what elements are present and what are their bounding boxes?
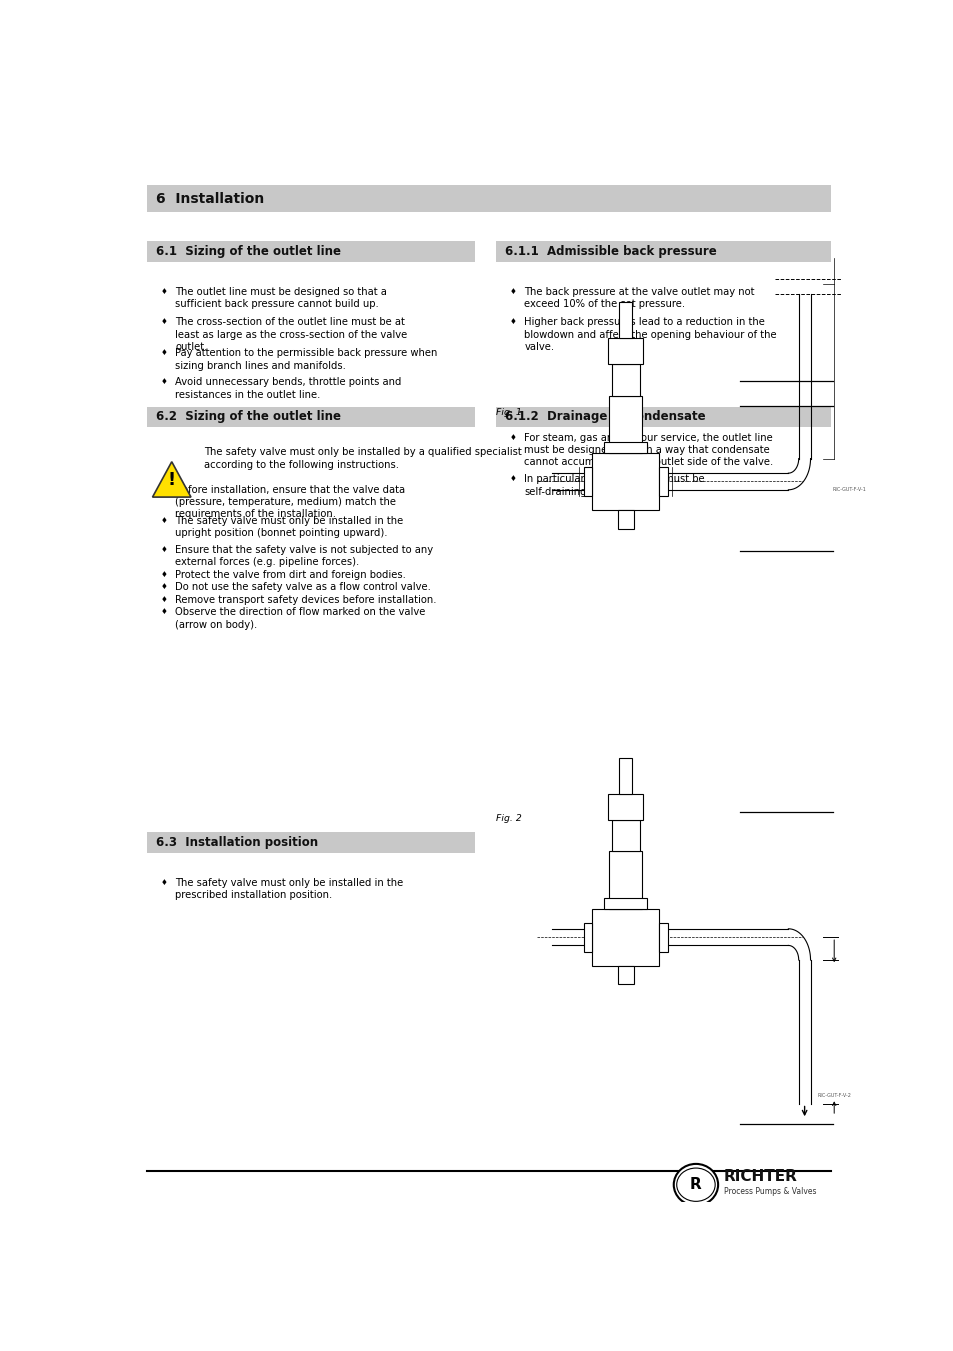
Bar: [147, 832, 475, 852]
Text: 6.1  Sizing of the outlet line: 6.1 Sizing of the outlet line: [156, 245, 341, 258]
Text: The back pressure at the valve outlet may not
exceed 10% of the set pressure.: The back pressure at the valve outlet ma…: [524, 286, 754, 309]
Text: ♦: ♦: [509, 474, 516, 484]
Bar: [618, 303, 632, 339]
Text: RICHTER: RICHTER: [723, 1169, 797, 1183]
Bar: [617, 511, 633, 528]
Text: Observe the direction of flow marked on the valve
(arrow on body).: Observe the direction of flow marked on …: [175, 608, 425, 630]
Text: ♦: ♦: [160, 582, 168, 592]
Bar: [147, 185, 830, 212]
Text: 6.1.1  Admissible back pressure: 6.1.1 Admissible back pressure: [505, 245, 717, 258]
Text: For steam, gas and vapour service, the outlet line
must be designed in such a wa: For steam, gas and vapour service, the o…: [524, 432, 773, 467]
Text: ♦: ♦: [160, 544, 168, 554]
Text: Ensure that the safety valve is not subjected to any
external forces (e.g. pipel: Ensure that the safety valve is not subj…: [175, 544, 433, 567]
Ellipse shape: [676, 1169, 715, 1201]
Bar: [617, 966, 633, 985]
Bar: [659, 467, 667, 496]
Text: Remove transport safety devices before installation.: Remove transport safety devices before i…: [175, 594, 436, 605]
Bar: [608, 851, 641, 908]
Text: Fig. 2: Fig. 2: [496, 815, 521, 823]
Text: The safety valve must only be installed in the
upright position (bonnet pointing: The safety valve must only be installed …: [175, 516, 403, 538]
Bar: [603, 443, 646, 453]
Text: Process Pumps & Valves: Process Pumps & Valves: [723, 1188, 816, 1197]
Text: 6  Installation: 6 Installation: [156, 192, 264, 205]
Bar: [611, 820, 639, 851]
Text: ♦: ♦: [160, 377, 168, 386]
Text: ♦: ♦: [509, 432, 516, 442]
Text: 6.3  Installation position: 6.3 Installation position: [156, 836, 318, 848]
Text: The outlet line must be designed so that a
sufficient back pressure cannot build: The outlet line must be designed so that…: [175, 286, 387, 309]
Bar: [496, 242, 830, 262]
Text: The safety valve must only be installed in the
prescribed installation position.: The safety valve must only be installed …: [175, 878, 403, 900]
Text: Avoid unnecessary bends, throttle points and
resistances in the outlet line.: Avoid unnecessary bends, throttle points…: [175, 377, 401, 400]
Polygon shape: [152, 462, 191, 497]
Bar: [147, 407, 475, 427]
Text: ♦: ♦: [160, 594, 168, 604]
Bar: [659, 923, 667, 951]
Text: Pay attention to the permissible back pressure when
sizing branch lines and mani: Pay attention to the permissible back pr…: [175, 349, 437, 370]
Text: Before installation, ensure that the valve data
(pressure, temperature, medium) : Before installation, ensure that the val…: [175, 485, 405, 519]
Text: Do not use the safety valve as a flow control valve.: Do not use the safety valve as a flow co…: [175, 582, 431, 592]
Text: ♦: ♦: [160, 485, 168, 493]
Bar: [603, 898, 646, 908]
Text: R: R: [689, 1177, 701, 1192]
Text: ♦: ♦: [160, 317, 168, 326]
Text: The safety valve must only be installed by a qualified specialist
according to t: The safety valve must only be installed …: [204, 447, 521, 470]
Text: ♦: ♦: [160, 286, 168, 296]
Text: ♦: ♦: [160, 349, 168, 357]
Bar: [147, 242, 475, 262]
Bar: [496, 407, 830, 427]
Text: ♦: ♦: [160, 608, 168, 616]
Bar: [607, 794, 642, 820]
Bar: [583, 923, 592, 951]
Text: 6.1.2  Drainage of condensate: 6.1.2 Drainage of condensate: [505, 411, 705, 423]
Text: RIC-GUT-F-V-1: RIC-GUT-F-V-1: [832, 486, 865, 492]
Text: ♦: ♦: [160, 878, 168, 886]
Text: RIC-GUT-F-V-2: RIC-GUT-F-V-2: [817, 1093, 851, 1098]
Text: ♦: ♦: [509, 317, 516, 326]
Ellipse shape: [673, 1165, 718, 1205]
Bar: [592, 908, 659, 966]
Text: 6.2  Sizing of the outlet line: 6.2 Sizing of the outlet line: [156, 411, 341, 423]
Text: ♦: ♦: [160, 516, 168, 524]
Text: Fig. 1: Fig. 1: [496, 408, 521, 416]
Text: In particular, the outlet line must be
self-draining.: In particular, the outlet line must be s…: [524, 474, 704, 497]
Text: Higher back pressures lead to a reduction in the
blowdown and affect the opening: Higher back pressures lead to a reductio…: [524, 317, 777, 351]
Text: ♦: ♦: [160, 570, 168, 580]
Bar: [611, 365, 639, 396]
Text: Protect the valve from dirt and foreign bodies.: Protect the valve from dirt and foreign …: [175, 570, 406, 580]
Text: ♦: ♦: [509, 286, 516, 296]
Bar: [608, 396, 641, 453]
Text: The cross-section of the outlet line must be at
least as large as the cross-sect: The cross-section of the outlet line mus…: [175, 317, 407, 351]
Bar: [618, 758, 632, 794]
Bar: [607, 339, 642, 365]
Bar: [592, 453, 659, 511]
Bar: [583, 467, 592, 496]
Text: !: !: [168, 471, 175, 489]
